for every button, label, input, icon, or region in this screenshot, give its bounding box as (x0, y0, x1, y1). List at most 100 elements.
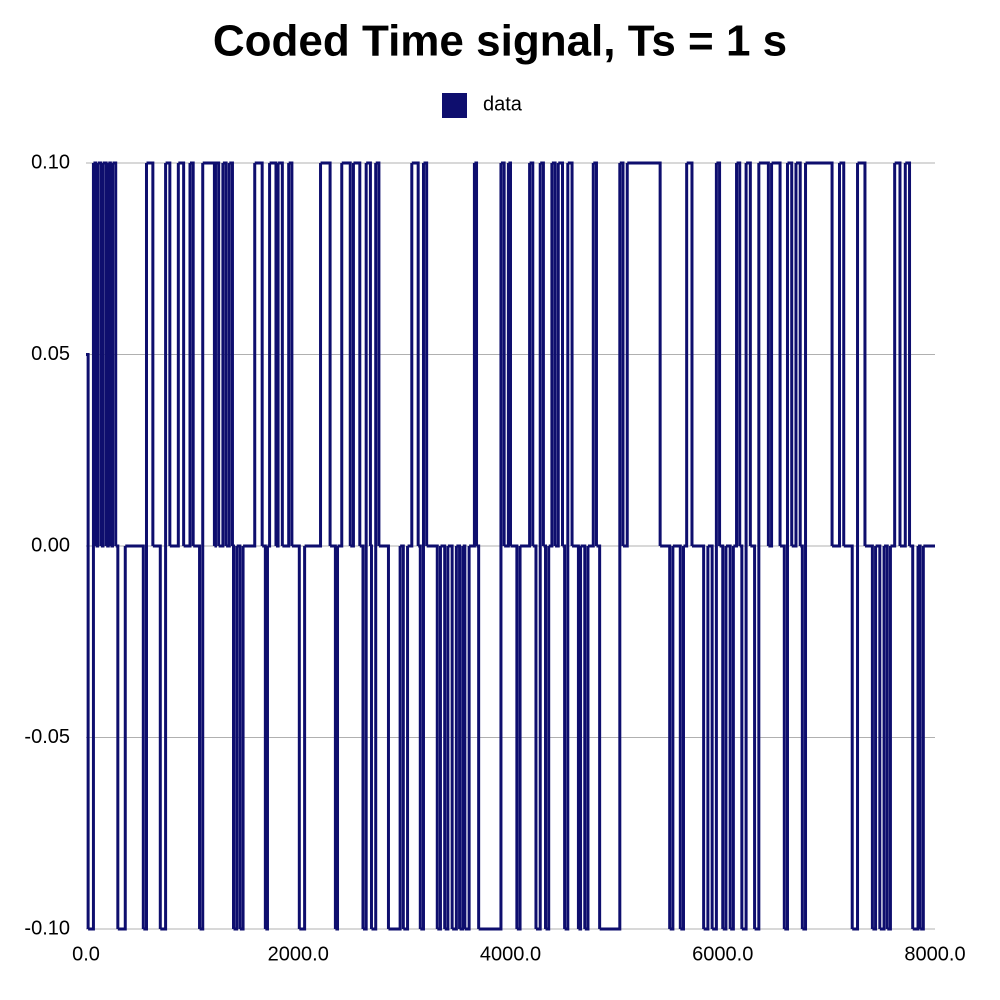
x-tick-label: 2000.0 (268, 943, 329, 965)
signal-step (400, 544, 405, 929)
signal-step (852, 163, 860, 931)
signal-step (388, 546, 402, 931)
signal-step (93, 161, 98, 546)
signal-step (115, 544, 120, 929)
signal-step (117, 546, 127, 931)
signal-step (100, 163, 105, 548)
signal-step (143, 163, 148, 931)
signal-step (275, 163, 280, 548)
signal-step (112, 161, 118, 546)
signal-step (680, 546, 685, 931)
signal-step (267, 163, 272, 548)
signal-step (784, 163, 789, 931)
signal-step (213, 163, 217, 548)
signal-step (110, 163, 115, 548)
signal-step (478, 163, 503, 931)
signal-step (707, 544, 714, 929)
signal-step (407, 163, 414, 548)
signal-step (452, 546, 458, 931)
signal-step (564, 163, 570, 931)
signal-step (500, 161, 506, 546)
x-tick-label: 6000.0 (692, 943, 753, 965)
signal-step (733, 163, 739, 548)
signal-step (548, 163, 554, 548)
signal-step (596, 544, 602, 929)
signal-step (193, 544, 202, 929)
chart-title: Coded Time signal, Ts = 1 s (213, 17, 787, 66)
signal-step (199, 163, 205, 931)
signal-step (152, 544, 162, 929)
signal-step (278, 161, 284, 546)
signal-step (741, 163, 748, 931)
x-tick-label: 4000.0 (480, 943, 541, 965)
signal-step (359, 544, 365, 929)
legend-label: data (483, 93, 523, 115)
signal-step (660, 544, 672, 929)
signal-step (875, 544, 882, 929)
signal-step (88, 163, 95, 931)
signal-step (780, 544, 786, 929)
signal-step (890, 163, 897, 548)
signal-step (282, 163, 291, 548)
signal-step (369, 544, 373, 929)
signal-step (545, 546, 551, 931)
signal-step (739, 544, 744, 929)
signal-step (462, 544, 467, 929)
signal-step (459, 546, 465, 931)
x-tick-label: 8000.0 (904, 943, 965, 965)
signal-step (437, 546, 442, 931)
signal-step (236, 544, 242, 929)
signal-step (584, 546, 590, 931)
signal-step (375, 161, 381, 546)
signal-step (291, 544, 301, 929)
signal-step (232, 544, 236, 929)
signal-step (872, 546, 878, 931)
signal-step (371, 163, 378, 931)
signal-step (239, 546, 245, 931)
signal-step (350, 163, 355, 548)
signal-step (190, 161, 195, 546)
signal-step (672, 544, 682, 929)
signal-step (366, 161, 372, 546)
y-tick-label: -0.10 (24, 917, 70, 939)
signal-step (378, 544, 390, 929)
signal-step (403, 546, 410, 931)
signal-step (353, 161, 362, 546)
signal-step (178, 161, 186, 546)
signal-step (593, 161, 598, 546)
signal-step (362, 163, 368, 931)
signal-step (746, 161, 752, 546)
signal-step (703, 546, 710, 931)
signal-step (469, 163, 476, 548)
signal-step (578, 546, 583, 931)
signal-step (622, 163, 629, 548)
signal-step (918, 544, 922, 929)
y-tick-label: -0.05 (24, 726, 70, 748)
signal-step (555, 163, 560, 548)
signal-step (580, 544, 587, 929)
signal-step (551, 161, 557, 546)
signal-step (587, 163, 595, 548)
signal-step (716, 161, 722, 546)
signal-step (215, 161, 221, 546)
signal-step (146, 161, 155, 546)
signal-step (691, 544, 706, 929)
signal-step (447, 544, 454, 929)
signal-step (411, 161, 420, 546)
signal-step (843, 544, 854, 929)
signal-step (262, 544, 267, 929)
signal-step (476, 544, 481, 929)
y-tick-label: 0.00 (31, 534, 70, 556)
signal-step (233, 546, 239, 931)
signal-step (619, 161, 625, 546)
signal-step (341, 161, 352, 546)
signal-step (750, 544, 757, 929)
signal-step (510, 544, 519, 929)
y-tick-label: 0.05 (31, 343, 70, 365)
signal-step (456, 544, 462, 929)
signal-step (420, 163, 425, 931)
signal-step (418, 544, 422, 929)
signal-step (288, 161, 294, 546)
signal-step (516, 546, 522, 931)
signal-step (125, 544, 145, 929)
